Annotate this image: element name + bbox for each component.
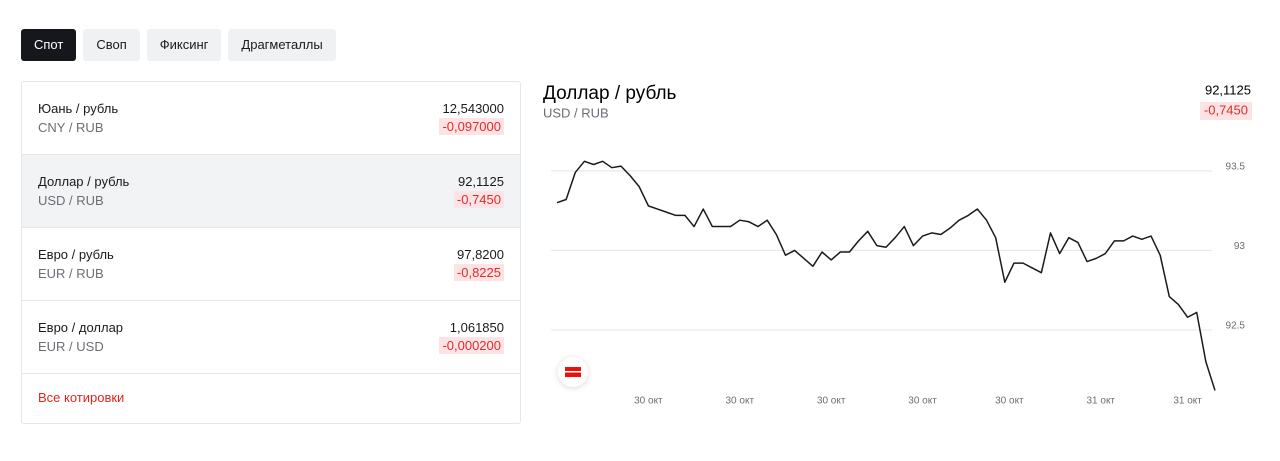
- all-quotes-link[interactable]: Все котировки: [38, 390, 125, 405]
- x-tick-label: 30 окт: [995, 396, 1024, 407]
- quote-code: USD / RUB: [38, 193, 104, 208]
- quote-price: 12,543000: [442, 101, 504, 116]
- y-tick-label: 93: [1234, 241, 1246, 252]
- quote-code: CNY / RUB: [38, 120, 104, 135]
- tab[interactable]: Фиксинг: [146, 29, 222, 61]
- chart-price: 92,1125: [1205, 82, 1251, 97]
- price-line: [556, 160, 1216, 391]
- logo-stripe: [565, 371, 581, 373]
- quote-row[interactable]: Доллар / рубль USD / RUB 92,1125 -0,7450: [22, 155, 520, 228]
- x-tick-label: 31 окт: [1173, 396, 1202, 407]
- change-badge: [1200, 102, 1252, 120]
- quote-change: -0,8225: [453, 264, 504, 281]
- tab[interactable]: Своп: [83, 29, 140, 61]
- quote-name: Евро / рубль: [38, 247, 114, 262]
- chart-title: Доллар / рубль: [543, 83, 677, 104]
- tab-bar: Спот Своп Фиксинг Драгметаллы: [21, 29, 336, 61]
- quotes-panel: Юань / рубль CNY / RUB 12,543000 -0,097000 Д…: [21, 81, 521, 424]
- x-tick-label: 30 окт: [634, 396, 663, 407]
- quote-change: -0,7450: [453, 191, 504, 208]
- quote-name: Доллар / рубль: [38, 174, 130, 189]
- chart-change: -0,7450: [1204, 102, 1248, 117]
- y-tick-label: 93.5: [1226, 162, 1246, 173]
- quote-price: 97,8200: [457, 247, 504, 262]
- x-tick-label: 31 окт: [1086, 396, 1115, 407]
- quote-price: 92,1125: [457, 174, 504, 189]
- quote-name: Евро / доллар: [38, 320, 124, 335]
- quote-code: EUR / RUB: [38, 266, 104, 281]
- x-tick-label: 30 окт: [726, 396, 755, 407]
- tab[interactable]: Драгметаллы: [228, 29, 336, 61]
- quote-code: EUR / USD: [38, 339, 104, 354]
- quote-row[interactable]: Юань / рубль CNY / RUB 12,543000 -0,097000: [22, 82, 520, 155]
- chart-subtitle: USD / RUB: [543, 105, 609, 120]
- quote-row[interactable]: Евро / доллар EUR / USD 1,061850 -0,000200: [22, 301, 520, 374]
- y-tick-label: 92.5: [1226, 321, 1246, 332]
- quote-change: -0,097000: [439, 118, 504, 135]
- quote-price: 1,061850: [449, 320, 504, 335]
- quote-change: -0,000200: [439, 337, 504, 354]
- chart: Доллар / рубль USD / RUB 92,1125 -0,7450…: [543, 82, 1252, 407]
- x-tick-label: 30 окт: [817, 396, 846, 407]
- tab[interactable]: Спот: [21, 29, 77, 61]
- quote-name: Юань / рубль: [38, 101, 119, 116]
- quote-row[interactable]: Евро / рубль EUR / RUB 97,8200 -0,8225: [22, 228, 520, 301]
- x-tick-label: 30 окт: [908, 396, 937, 407]
